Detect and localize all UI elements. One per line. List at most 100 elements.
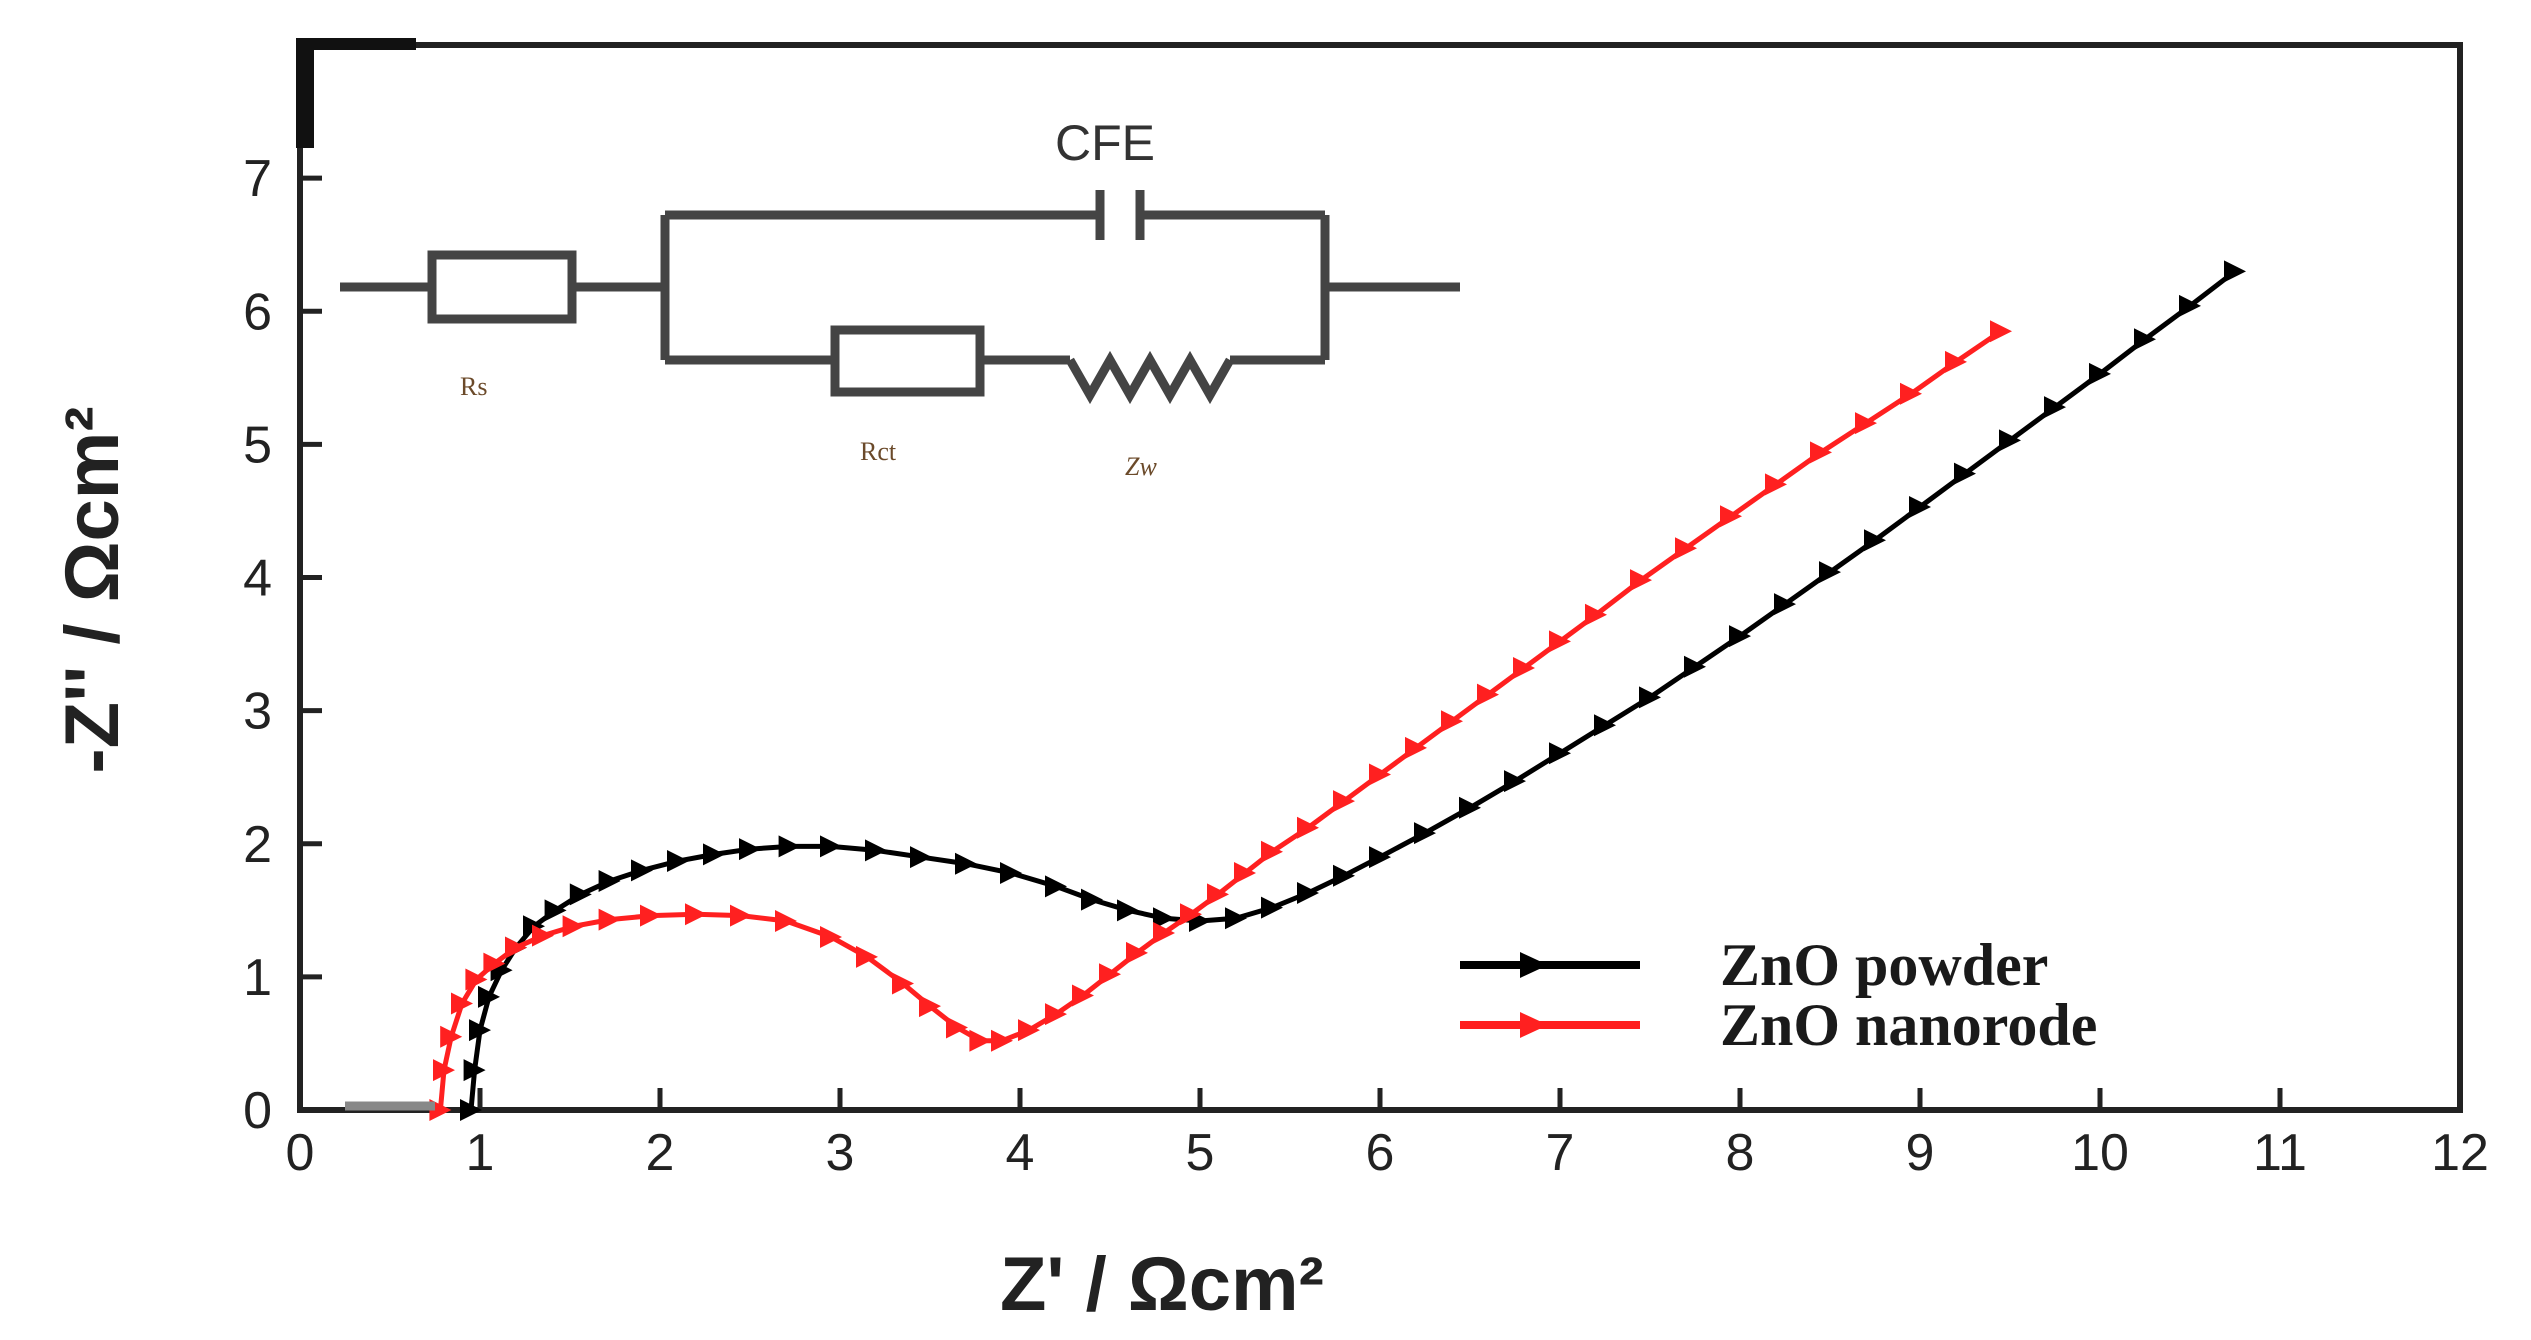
data-point-zno-powder — [1414, 822, 1436, 845]
data-point-zno-powder — [2089, 362, 2111, 385]
data-point-zno-powder — [2044, 396, 2066, 419]
data-point-zno-nanorode — [730, 904, 752, 927]
data-point-zno-nanorode — [640, 904, 662, 927]
data-point-zno-nanorode — [946, 1016, 968, 1039]
data-point-zno-powder — [569, 883, 592, 906]
data-point-zno-nanorode — [1207, 883, 1229, 906]
data-point-zno-powder — [1909, 495, 1931, 518]
resistor-rct — [830, 325, 985, 397]
y-tick-label: 3 — [243, 683, 272, 741]
x-tick-label: 2 — [646, 1124, 675, 1182]
data-point-zno-powder — [1153, 907, 1175, 930]
x-axis-ticks: 0 1 2 3 4 5 6 7 8 9 10 11 12 — [286, 1088, 2489, 1182]
data-point-zno-nanorode — [1720, 505, 1742, 528]
y-tick-label: 7 — [243, 150, 272, 208]
zw-label: Zw — [1125, 452, 1157, 481]
x-tick-label: 12 — [2431, 1124, 2489, 1182]
data-point-zno-nanorode — [1234, 862, 1256, 885]
data-point-zno-powder — [1369, 846, 1391, 869]
data-point-zno-powder — [631, 859, 653, 882]
data-point-zno-powder — [955, 852, 977, 875]
series-layer — [345, 260, 2246, 1121]
data-point-zno-nanorode — [820, 925, 842, 948]
data-point-zno-nanorode — [856, 945, 878, 968]
data-point-zno-powder — [865, 839, 887, 862]
data-point-zno-nanorode — [1630, 569, 1652, 592]
y-tick-label: 0 — [243, 1082, 272, 1140]
legend-marker-nanorode — [1520, 1012, 1548, 1038]
data-point-zno-powder — [1549, 742, 1571, 765]
data-point-zno-nanorode — [562, 915, 585, 938]
data-point-zno-powder — [598, 870, 621, 893]
x-tick-label: 11 — [2253, 1124, 2307, 1182]
data-point-zno-nanorode — [1585, 603, 1607, 626]
warburg-element — [1066, 350, 1234, 405]
legend-label-powder: ZnO powder — [1720, 932, 2048, 998]
y-tick-label: 2 — [243, 816, 272, 874]
data-point-zno-powder — [2134, 328, 2156, 351]
x-tick-label: 4 — [1006, 1124, 1035, 1182]
data-point-zno-nanorode — [1765, 473, 1787, 496]
data-point-zno-nanorode — [1441, 710, 1463, 733]
y-tick-label: 4 — [243, 550, 272, 608]
resistor-rs — [427, 250, 577, 324]
y-tick-label: 6 — [243, 283, 272, 341]
x-tick-label: 6 — [1366, 1124, 1395, 1182]
data-point-zno-nanorode — [532, 924, 554, 947]
data-point-zno-nanorode — [1900, 382, 1922, 405]
data-point-zno-powder — [1864, 529, 1886, 552]
x-tick-label: 0 — [286, 1124, 315, 1182]
data-point-zno-nanorode — [1405, 736, 1427, 759]
data-point-zno-powder — [1729, 625, 1751, 648]
data-point-zno-powder — [820, 835, 842, 858]
data-point-zno-nanorode — [685, 903, 707, 926]
data-point-zno-powder — [1954, 462, 1976, 485]
data-point-zno-powder — [1504, 770, 1526, 793]
data-point-zno-powder — [1594, 714, 1616, 737]
data-point-zno-powder — [1225, 907, 1247, 930]
data-point-zno-powder — [739, 838, 761, 861]
data-point-zno-nanorode — [1549, 630, 1571, 653]
data-point-zno-nanorode — [1477, 683, 1499, 706]
data-point-zno-powder — [1639, 686, 1661, 709]
data-point-zno-nanorode — [451, 992, 473, 1015]
data-point-zno-nanorode — [1018, 1019, 1040, 1042]
rs-label: Rs — [460, 372, 487, 401]
data-point-zno-nanorode — [1045, 1003, 1067, 1026]
data-point-zno-nanorode — [465, 968, 488, 991]
data-point-zno-powder — [1819, 561, 1841, 584]
legend-label-nanorode: ZnO nanorode — [1720, 992, 2097, 1058]
data-point-zno-powder — [1117, 899, 1139, 922]
data-point-zno-powder — [460, 1099, 482, 1121]
data-point-zno-powder — [463, 1059, 486, 1082]
data-point-zno-powder — [1774, 593, 1796, 616]
data-point-zno-powder — [1684, 655, 1706, 678]
data-point-zno-nanorode — [1513, 657, 1535, 680]
data-point-zno-nanorode — [1333, 790, 1355, 813]
data-point-zno-nanorode — [991, 1029, 1013, 1052]
x-tick-label: 3 — [826, 1124, 855, 1182]
x-tick-label: 7 — [1546, 1124, 1575, 1182]
data-point-zno-nanorode — [1945, 350, 1967, 373]
y-axis-ticks: 0 1 2 3 4 5 6 7 — [243, 150, 322, 1140]
equivalent-circuit-inset — [340, 190, 1460, 405]
plot-frame — [297, 42, 2463, 1113]
data-point-zno-powder — [778, 835, 801, 858]
data-point-zno-nanorode — [1099, 963, 1121, 986]
cpe-label: CFE — [1055, 115, 1155, 171]
data-point-zno-powder — [703, 843, 725, 866]
data-point-zno-nanorode — [1369, 763, 1391, 786]
data-point-zno-powder — [469, 1019, 491, 1042]
x-tick-label: 8 — [1726, 1124, 1755, 1182]
y-axis-title: -Z'' / Ωcm² — [50, 406, 135, 773]
data-point-zno-nanorode — [1153, 921, 1175, 944]
data-point-zno-nanorode — [775, 909, 797, 932]
data-point-zno-nanorode — [483, 952, 506, 975]
data-point-zno-powder — [1333, 864, 1355, 887]
data-point-zno-powder — [1261, 896, 1283, 919]
x-tick-label: 10 — [2071, 1124, 2129, 1182]
data-point-zno-nanorode — [1261, 840, 1283, 863]
data-point-zno-powder — [1081, 888, 1103, 911]
data-point-zno-powder — [544, 899, 567, 922]
